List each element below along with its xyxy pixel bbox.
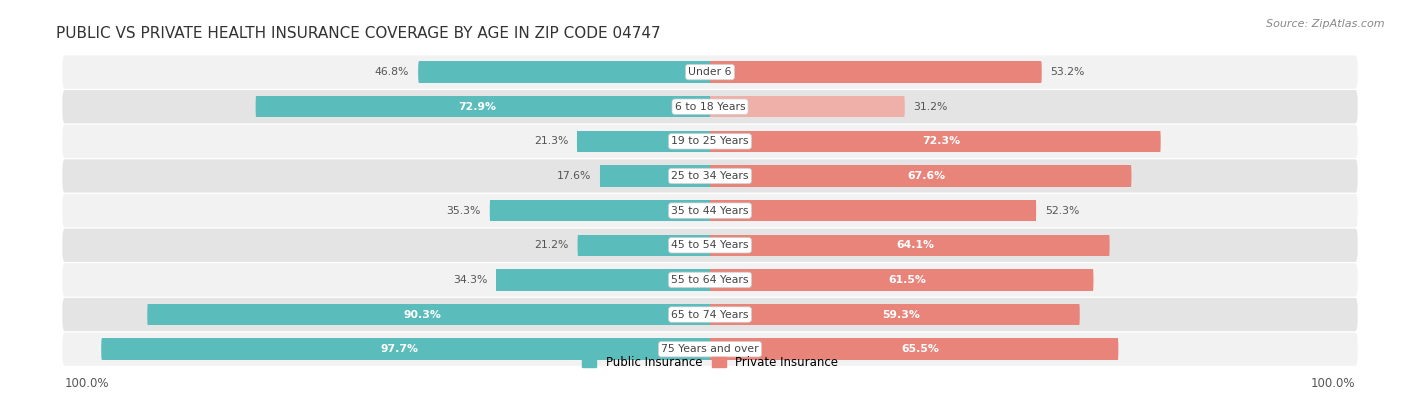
Bar bbox=[578, 235, 710, 256]
Bar bbox=[600, 165, 710, 187]
Text: 65.5%: 65.5% bbox=[901, 344, 939, 354]
Text: 35.3%: 35.3% bbox=[447, 206, 481, 216]
Bar bbox=[101, 338, 710, 360]
Text: 21.2%: 21.2% bbox=[534, 240, 568, 250]
Text: PUBLIC VS PRIVATE HEALTH INSURANCE COVERAGE BY AGE IN ZIP CODE 04747: PUBLIC VS PRIVATE HEALTH INSURANCE COVER… bbox=[56, 26, 661, 41]
FancyBboxPatch shape bbox=[62, 298, 1358, 331]
Text: 75 Years and over: 75 Years and over bbox=[661, 344, 759, 354]
Bar bbox=[148, 304, 710, 325]
FancyBboxPatch shape bbox=[62, 159, 1358, 192]
FancyBboxPatch shape bbox=[62, 55, 1358, 89]
Bar bbox=[491, 200, 710, 221]
Bar bbox=[710, 269, 1092, 291]
Bar bbox=[710, 131, 1160, 152]
Text: Under 6: Under 6 bbox=[689, 67, 731, 77]
FancyBboxPatch shape bbox=[62, 332, 1358, 366]
Text: 35 to 44 Years: 35 to 44 Years bbox=[671, 206, 749, 216]
Bar bbox=[710, 235, 1109, 256]
FancyBboxPatch shape bbox=[62, 194, 1358, 227]
Text: 6 to 18 Years: 6 to 18 Years bbox=[675, 102, 745, 112]
Text: 90.3%: 90.3% bbox=[404, 310, 441, 320]
Text: 46.8%: 46.8% bbox=[375, 67, 409, 77]
Text: 21.3%: 21.3% bbox=[534, 136, 568, 146]
Bar bbox=[710, 304, 1080, 325]
Text: 17.6%: 17.6% bbox=[557, 171, 591, 181]
Text: 19 to 25 Years: 19 to 25 Years bbox=[671, 136, 749, 146]
Bar bbox=[710, 96, 904, 117]
FancyBboxPatch shape bbox=[62, 263, 1358, 297]
Bar bbox=[710, 165, 1130, 187]
Text: 64.1%: 64.1% bbox=[897, 240, 935, 250]
Legend: Public Insurance, Private Insurance: Public Insurance, Private Insurance bbox=[582, 356, 838, 369]
Text: 45 to 54 Years: 45 to 54 Years bbox=[671, 240, 749, 250]
Text: 97.7%: 97.7% bbox=[381, 344, 419, 354]
Text: 55 to 64 Years: 55 to 64 Years bbox=[671, 275, 749, 285]
Bar bbox=[578, 131, 710, 152]
Text: 72.9%: 72.9% bbox=[458, 102, 496, 112]
Text: 72.3%: 72.3% bbox=[922, 136, 960, 146]
Text: 52.3%: 52.3% bbox=[1045, 206, 1080, 216]
FancyBboxPatch shape bbox=[62, 229, 1358, 262]
Text: 34.3%: 34.3% bbox=[453, 275, 486, 285]
Bar bbox=[496, 269, 710, 291]
Text: 31.2%: 31.2% bbox=[914, 102, 948, 112]
Text: 59.3%: 59.3% bbox=[882, 310, 920, 320]
Text: 25 to 34 Years: 25 to 34 Years bbox=[671, 171, 749, 181]
Bar bbox=[710, 62, 1042, 83]
Text: 65 to 74 Years: 65 to 74 Years bbox=[671, 310, 749, 320]
Bar bbox=[710, 200, 1036, 221]
Bar bbox=[710, 338, 1118, 360]
Text: 53.2%: 53.2% bbox=[1050, 67, 1085, 77]
FancyBboxPatch shape bbox=[62, 90, 1358, 123]
Text: 61.5%: 61.5% bbox=[889, 275, 927, 285]
Bar bbox=[256, 96, 710, 117]
FancyBboxPatch shape bbox=[62, 125, 1358, 158]
Text: 67.6%: 67.6% bbox=[908, 171, 946, 181]
Bar bbox=[419, 62, 710, 83]
Text: Source: ZipAtlas.com: Source: ZipAtlas.com bbox=[1267, 19, 1385, 28]
